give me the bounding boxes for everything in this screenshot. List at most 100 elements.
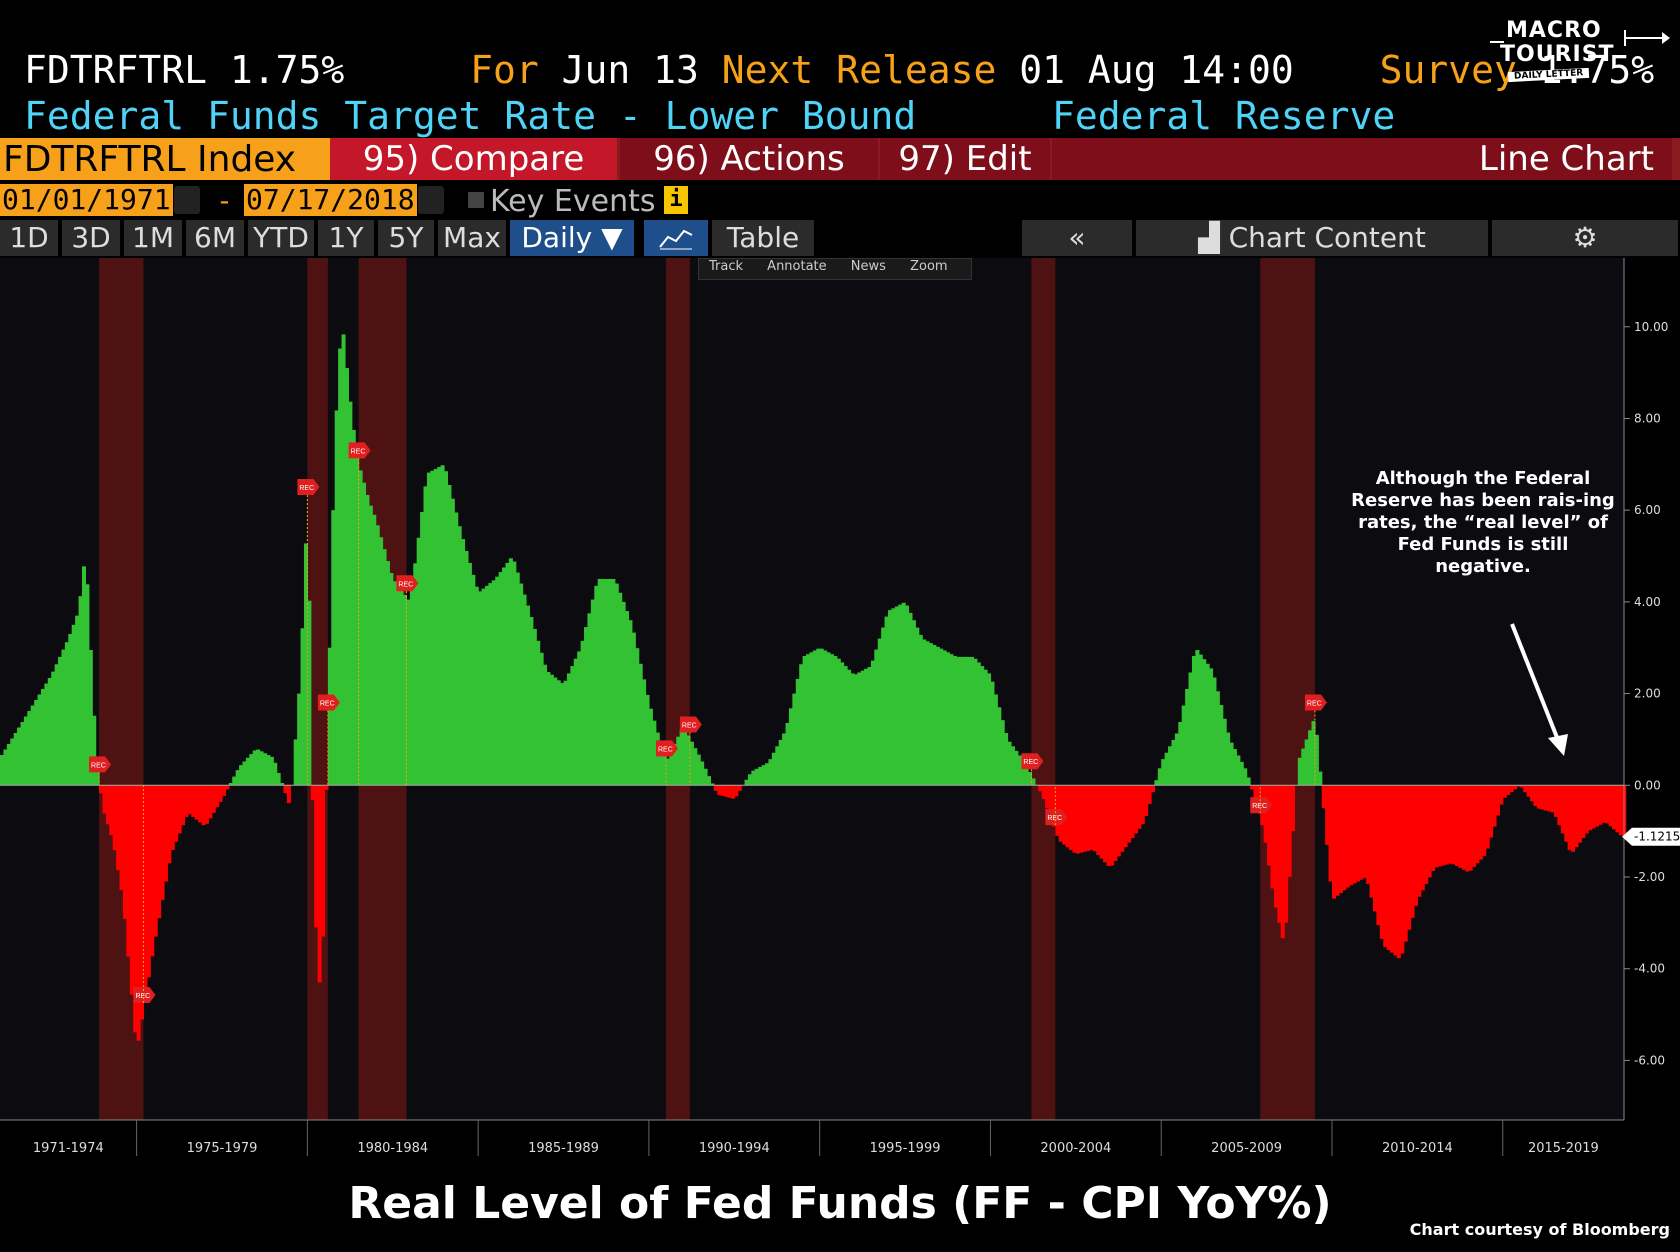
data-bar (1618, 785, 1623, 836)
data-bar (1502, 785, 1507, 798)
data-bar (221, 785, 227, 796)
data-bar (1478, 785, 1483, 860)
chart-type-label[interactable]: Line Chart (1052, 138, 1672, 180)
data-bar (1291, 785, 1296, 832)
news-tool[interactable]: News (850, 259, 886, 274)
data-bar (1280, 785, 1285, 939)
data-bar (474, 586, 479, 786)
data-bar (806, 654, 811, 786)
data-bar (1325, 785, 1330, 845)
chart-area[interactable]: 10.00 8.00 6.00 4.00 2.00 0.00 -2.00 -4.00 -6.00… (0, 258, 1680, 1178)
y-tick-label: 4.00 (1634, 595, 1661, 609)
data-bar (990, 681, 995, 786)
data-bar (829, 654, 834, 786)
data-bar (1321, 785, 1326, 809)
data-bar (1499, 785, 1504, 805)
calendar-icon[interactable] (418, 186, 444, 214)
period-tab[interactable]: 1M (124, 220, 182, 256)
period-tab[interactable]: 1Y (318, 220, 374, 256)
data-bar (1386, 785, 1391, 950)
next-release-label: Next Release (721, 48, 997, 92)
data-bar (1000, 720, 1005, 786)
start-date-input[interactable]: 01/01/1971 (0, 183, 173, 216)
data-bar (1444, 785, 1449, 865)
data-bar (1308, 730, 1313, 786)
chart-content-button[interactable]: ▟ Chart Content (1136, 220, 1488, 256)
data-bar (1318, 771, 1323, 786)
key-events-checkbox[interactable] (468, 192, 484, 208)
data-bar (976, 662, 981, 786)
data-bar (440, 465, 445, 786)
zoom-tool[interactable]: Zoom (910, 259, 948, 274)
data-bar (761, 765, 766, 786)
info-icon[interactable]: i (664, 186, 688, 214)
data-bar (1612, 785, 1617, 830)
data-bar (737, 785, 742, 791)
period-tab[interactable]: Max (438, 220, 506, 256)
data-bar (1297, 757, 1302, 786)
rec-tag-shape (1021, 753, 1044, 770)
period-tab[interactable]: 6M (186, 220, 244, 256)
gear-icon[interactable]: ⚙ (1492, 220, 1678, 256)
rec-tag: REC (317, 694, 340, 786)
rec-tag-shape (1250, 797, 1273, 814)
end-date-input[interactable]: 07/17/2018 (244, 183, 417, 216)
data-bar (379, 537, 384, 786)
data-bar (792, 693, 797, 786)
data-bar (525, 605, 530, 786)
index-label[interactable]: FDTRFTRL Index (0, 138, 330, 180)
period-tab[interactable]: YTD (248, 220, 314, 256)
data-bar (78, 596, 83, 786)
track-tool[interactable]: Track (709, 259, 744, 274)
data-bar (864, 668, 869, 786)
table-tab[interactable]: Table (712, 220, 814, 256)
data-bar (618, 592, 623, 786)
data-bar (498, 572, 503, 786)
period-tab[interactable]: 1D (0, 220, 58, 256)
logo-line2: TOURIST (1500, 42, 1615, 67)
frequency-dropdown[interactable]: Daily ▼ (510, 220, 634, 256)
line-chart-icon[interactable] (644, 220, 708, 256)
data-bar (1202, 659, 1207, 786)
actions-button[interactable]: 96) Actions (620, 138, 878, 180)
data-bar (358, 470, 363, 786)
data-bar (375, 525, 380, 786)
data-bar (235, 770, 240, 786)
data-bar (368, 505, 373, 786)
data-bar (631, 632, 636, 786)
data-bar (754, 768, 759, 786)
annotate-tool[interactable]: Annotate (767, 259, 827, 274)
data-bar (232, 776, 237, 786)
data-bar (163, 785, 168, 882)
data-bar (1543, 785, 1548, 811)
data-bar (64, 642, 69, 786)
data-bar (946, 652, 951, 786)
data-bar (1390, 785, 1395, 953)
data-bar (351, 429, 356, 786)
period-tab[interactable]: 5Y (378, 220, 434, 256)
data-bar (471, 574, 476, 786)
data-bar (963, 656, 968, 786)
data-bar (1051, 785, 1056, 827)
data-bar (611, 578, 616, 786)
data-bar (1205, 663, 1210, 786)
edit-button[interactable]: 97) Edit (880, 138, 1050, 180)
data-bar (1089, 785, 1094, 850)
data-bar (283, 785, 288, 794)
data-bar (850, 673, 855, 786)
collapse-button[interactable]: « (1022, 220, 1132, 256)
rec-tag: REC (679, 716, 702, 786)
data-bar (116, 785, 121, 871)
rec-tag-label: REC (1252, 803, 1267, 810)
data-bar (413, 563, 418, 786)
data-bar (1331, 785, 1337, 899)
data-bar (662, 756, 667, 786)
data-bar (430, 470, 435, 786)
data-bar (655, 732, 660, 786)
data-bar (686, 735, 691, 786)
data-bar (34, 700, 39, 786)
data-bar (1495, 785, 1500, 816)
period-tab[interactable]: 3D (62, 220, 120, 256)
compare-button[interactable]: 95) Compare (330, 138, 617, 180)
calendar-icon[interactable] (174, 186, 200, 214)
